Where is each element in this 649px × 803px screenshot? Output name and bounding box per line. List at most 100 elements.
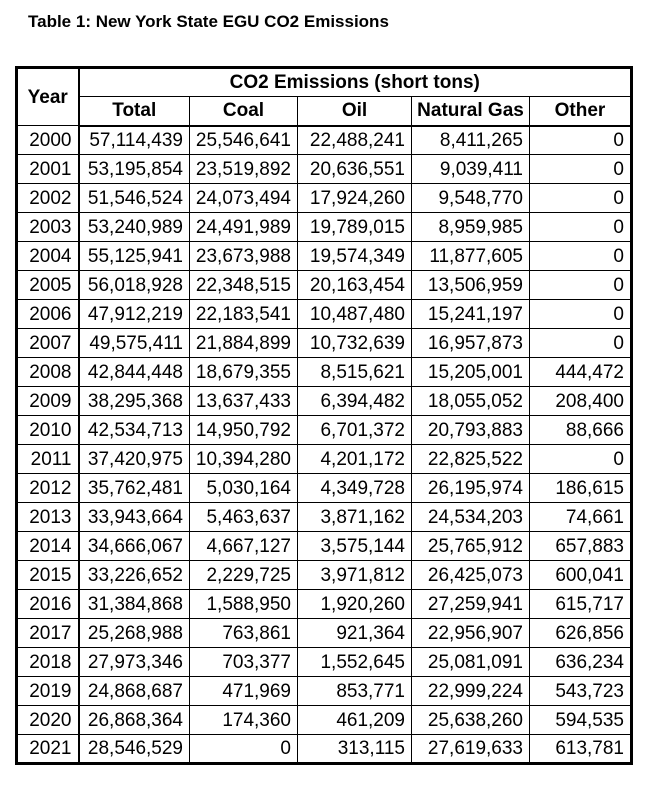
- cell-other: 0: [529, 212, 632, 242]
- cell-other: 600,041: [529, 560, 632, 590]
- cell-year: 2010: [16, 415, 80, 445]
- table-row: 2005 56,018,928 22,348,515 20,163,454 13,506…: [16, 270, 632, 300]
- cell-other: 0: [529, 154, 632, 184]
- cell-natural-gas: 25,081,091: [411, 647, 530, 677]
- cell-coal: 21,884,899: [189, 328, 298, 358]
- emissions-table-header: Year CO2 Emissions (short tons) Total Co…: [16, 67, 632, 127]
- table-row: 2021 28,546,529 0 313,115 27,619,633 613,781: [16, 734, 632, 764]
- cell-other: 0: [529, 125, 632, 155]
- cell-natural-gas: 27,259,941: [411, 589, 530, 619]
- column-header-total: Total: [78, 96, 190, 127]
- cell-natural-gas: 15,205,001: [411, 357, 530, 387]
- cell-coal: 471,969: [189, 676, 298, 706]
- table-row: 2015 33,226,652 2,229,725 3,971,812 26,425,0…: [16, 560, 632, 590]
- cell-oil: 10,732,639: [297, 328, 412, 358]
- cell-total: 31,384,868: [78, 589, 190, 619]
- cell-coal: 2,229,725: [189, 560, 298, 590]
- cell-oil: 8,515,621: [297, 357, 412, 387]
- cell-oil: 20,636,551: [297, 154, 412, 184]
- cell-oil: 1,552,645: [297, 647, 412, 677]
- table-row: 2012 35,762,481 5,030,164 4,349,728 26,195,9…: [16, 473, 632, 503]
- cell-oil: 3,971,812: [297, 560, 412, 590]
- cell-natural-gas: 15,241,197: [411, 299, 530, 329]
- cell-natural-gas: 22,825,522: [411, 444, 530, 474]
- cell-coal: 18,679,355: [189, 357, 298, 387]
- cell-natural-gas: 11,877,605: [411, 241, 530, 271]
- column-header-natural-gas: Natural Gas: [411, 96, 530, 127]
- cell-year: 2018: [16, 647, 80, 677]
- cell-year: 2009: [16, 386, 80, 416]
- table-row: 2011 37,420,975 10,394,280 4,201,172 22,825,…: [16, 444, 632, 474]
- cell-total: 56,018,928: [78, 270, 190, 300]
- cell-natural-gas: 18,055,052: [411, 386, 530, 416]
- column-header-year: Year: [16, 67, 80, 126]
- cell-total: 53,195,854: [78, 154, 190, 184]
- cell-coal: 763,861: [189, 618, 298, 648]
- cell-other: 0: [529, 328, 632, 358]
- cell-oil: 4,349,728: [297, 473, 412, 503]
- cell-total: 47,912,219: [78, 299, 190, 329]
- cell-total: 38,295,368: [78, 386, 190, 416]
- cell-year: 2016: [16, 589, 80, 619]
- cell-year: 2019: [16, 676, 80, 706]
- cell-other: 636,234: [529, 647, 632, 677]
- cell-other: 0: [529, 299, 632, 329]
- cell-total: 55,125,941: [78, 241, 190, 271]
- cell-total: 42,844,448: [78, 357, 190, 387]
- cell-coal: 14,950,792: [189, 415, 298, 445]
- cell-natural-gas: 25,638,260: [411, 705, 530, 735]
- cell-total: 33,943,664: [78, 502, 190, 532]
- table-row: 2016 31,384,868 1,588,950 1,920,260 27,259,9…: [16, 589, 632, 619]
- cell-year: 2004: [16, 241, 80, 271]
- cell-other: 594,535: [529, 705, 632, 735]
- column-header-coal: Coal: [189, 96, 298, 127]
- table-row: 2000 57,114,439 25,546,641 22,488,241 8,411,…: [16, 125, 632, 155]
- cell-other: 0: [529, 183, 632, 213]
- table-row: 2002 51,546,524 24,073,494 17,924,260 9,548,…: [16, 183, 632, 213]
- cell-other: 186,615: [529, 473, 632, 503]
- emissions-table: Year CO2 Emissions (short tons) Total Co…: [15, 66, 633, 765]
- cell-coal: 1,588,950: [189, 589, 298, 619]
- cell-oil: 17,924,260: [297, 183, 412, 213]
- table-row: 2020 26,868,364 174,360 461,209 25,638,260 59…: [16, 705, 632, 735]
- cell-oil: 22,488,241: [297, 125, 412, 155]
- cell-natural-gas: 27,619,633: [411, 734, 530, 764]
- table-row: 2010 42,534,713 14,950,792 6,701,372 20,793,…: [16, 415, 632, 445]
- cell-coal: 10,394,280: [189, 444, 298, 474]
- cell-year: 2015: [16, 560, 80, 590]
- cell-oil: 3,871,162: [297, 502, 412, 532]
- table-row: 2008 42,844,448 18,679,355 8,515,621 15,205,…: [16, 357, 632, 387]
- cell-total: 53,240,989: [78, 212, 190, 242]
- cell-total: 28,546,529: [78, 734, 190, 764]
- table-row: 2004 55,125,941 23,673,988 19,574,349 11,877…: [16, 241, 632, 271]
- cell-coal: 4,667,127: [189, 531, 298, 561]
- cell-year: 2001: [16, 154, 80, 184]
- cell-coal: 0: [189, 734, 298, 764]
- table-row: 2019 24,868,687 471,969 853,771 22,999,224 54…: [16, 676, 632, 706]
- cell-coal: 23,673,988: [189, 241, 298, 271]
- cell-natural-gas: 9,039,411: [411, 154, 530, 184]
- cell-coal: 13,637,433: [189, 386, 298, 416]
- cell-coal: 24,491,989: [189, 212, 298, 242]
- cell-total: 25,268,988: [78, 618, 190, 648]
- cell-year: 2021: [16, 734, 80, 764]
- table-row: 2018 27,973,346 703,377 1,552,645 25,081,091…: [16, 647, 632, 677]
- cell-oil: 1,920,260: [297, 589, 412, 619]
- cell-natural-gas: 8,411,265: [411, 125, 530, 155]
- table-row: 2003 53,240,989 24,491,989 19,789,015 8,959,…: [16, 212, 632, 242]
- cell-total: 42,534,713: [78, 415, 190, 445]
- cell-total: 27,973,346: [78, 647, 190, 677]
- table-row: 2017 25,268,988 763,861 921,364 22,956,907 62…: [16, 618, 632, 648]
- cell-total: 49,575,411: [78, 328, 190, 358]
- cell-year: 2006: [16, 299, 80, 329]
- cell-oil: 20,163,454: [297, 270, 412, 300]
- cell-year: 2013: [16, 502, 80, 532]
- cell-natural-gas: 22,956,907: [411, 618, 530, 648]
- cell-year: 2020: [16, 705, 80, 735]
- table-row: 2007 49,575,411 21,884,899 10,732,639 16,957…: [16, 328, 632, 358]
- cell-other: 0: [529, 270, 632, 300]
- cell-year: 2011: [16, 444, 80, 474]
- cell-year: 2017: [16, 618, 80, 648]
- cell-total: 57,114,439: [78, 125, 190, 155]
